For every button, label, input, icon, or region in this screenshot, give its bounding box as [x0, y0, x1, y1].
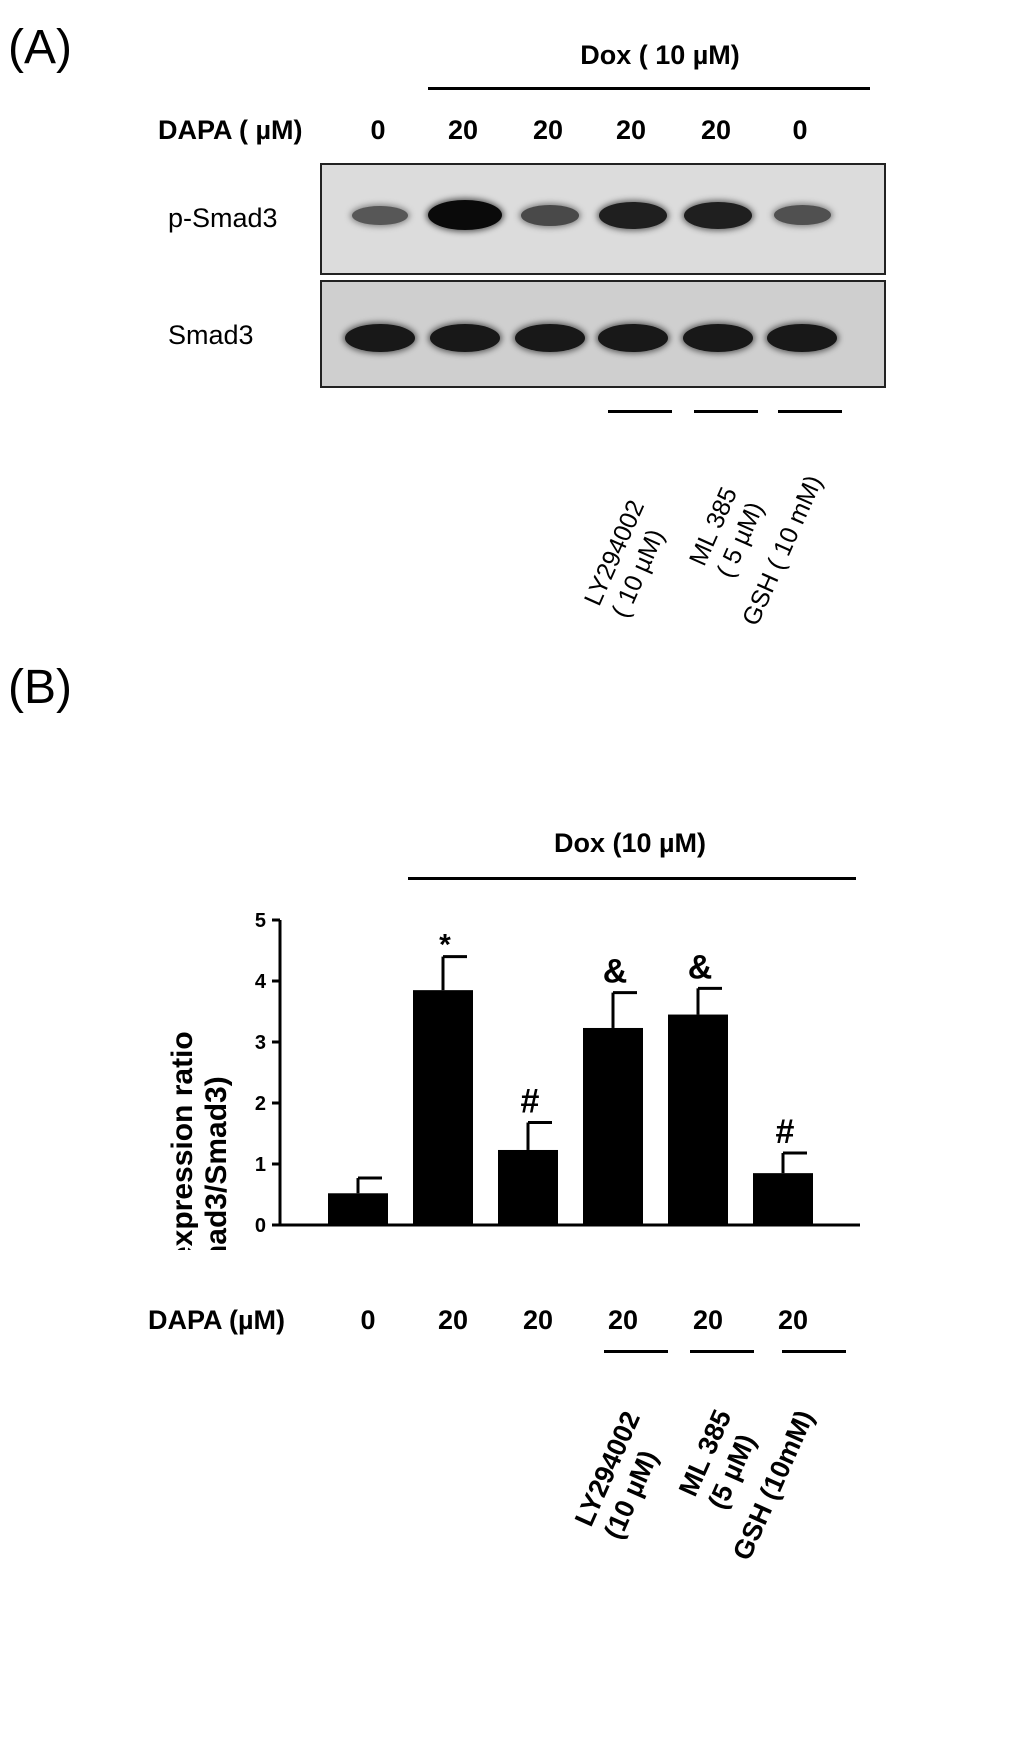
y-tick-label: 1 [255, 1154, 266, 1176]
y-tick-label: 0 [255, 1215, 266, 1237]
bar [498, 1149, 558, 1225]
blot-p-smad3 [320, 163, 886, 275]
panel-b-dapa-label: DAPA (µM) [148, 1305, 286, 1335]
smad3-band [514, 324, 586, 352]
panel-a-inhibitor-line-2 [694, 410, 758, 413]
p-smad3-band [352, 205, 408, 225]
smad3-band [597, 324, 669, 352]
panel-a-dox-line [428, 87, 870, 90]
panel-b-dox-line [408, 877, 856, 880]
panel-a-lane-label: 20 [447, 115, 479, 145]
p-smad3-band [683, 201, 753, 229]
bar-chart: Protein expression ratio (p-Smad3/Smad3)… [166, 910, 860, 1250]
p-smad3-band [598, 201, 668, 229]
p-smad3-band [773, 205, 831, 225]
panel-a-inhibitor-line-1 [608, 410, 672, 413]
bar [328, 1193, 388, 1225]
bar [668, 1014, 728, 1225]
x-tick-label: 20 [692, 1305, 724, 1335]
panel-a-lane-label: 0 [792, 115, 808, 145]
x-tick-label: 20 [522, 1305, 554, 1335]
panel-b-dox-header: Dox (10 µM) [553, 828, 707, 858]
bar [583, 1027, 643, 1225]
panel-b-label: (B) [8, 661, 72, 714]
y-axis-title-line2: (p-Smad3/Smad3) [200, 1076, 233, 1250]
smad3-band [682, 324, 754, 352]
y-tick-label: 3 [255, 1032, 266, 1054]
x-tick-label: 20 [777, 1305, 809, 1335]
y-tick-label: 2 [255, 1093, 266, 1115]
x-tick-label: 0 [360, 1305, 376, 1335]
bar [753, 1173, 813, 1225]
panel-a-inhibitor-ly294002: LY294002 ( 10 µM) [578, 496, 678, 623]
panel-a-dox-header: Dox ( 10 µM) [580, 40, 740, 70]
blot-smad3 [320, 280, 886, 388]
smad3-band [344, 324, 416, 352]
significance-marker: & [603, 953, 628, 991]
panel-a-label: (A) [8, 21, 72, 74]
smad3-band [766, 324, 838, 352]
panel-a-lane-label: 20 [615, 115, 647, 145]
panel-a-dapa-label: DAPA ( µM) [158, 115, 303, 145]
p-smad3-band [520, 204, 580, 226]
bar [413, 990, 473, 1225]
panel-a-inhibitor-line-3 [778, 410, 842, 413]
panel-b-inhibitor-line-3 [782, 1350, 846, 1353]
significance-marker: * [439, 929, 451, 962]
panel-b-inhibitor-line-2 [690, 1350, 754, 1353]
smad3-band [429, 324, 501, 352]
panel-a-lane-label: 20 [532, 115, 564, 145]
panel-b-inhibitor-ly294002: LY294002 (10 µM) [568, 1406, 676, 1544]
panel-b-inhibitor-line-1 [604, 1350, 668, 1353]
significance-marker: # [521, 1083, 540, 1121]
panel-a-lane-label: 0 [370, 115, 386, 145]
blot-label-p-smad3: p-Smad3 [168, 203, 278, 233]
y-tick-label: 4 [255, 971, 267, 993]
p-smad3-band [428, 200, 502, 230]
panel-a-lane-label: 20 [700, 115, 732, 145]
x-tick-label: 20 [437, 1305, 469, 1335]
y-tick-label: 5 [255, 910, 266, 932]
blot-label-smad3: Smad3 [168, 320, 254, 350]
significance-marker: & [688, 948, 713, 986]
x-tick-label: 20 [607, 1305, 639, 1335]
y-axis-title-line1: Protein expression ratio [166, 1031, 199, 1250]
significance-marker: # [776, 1113, 795, 1151]
